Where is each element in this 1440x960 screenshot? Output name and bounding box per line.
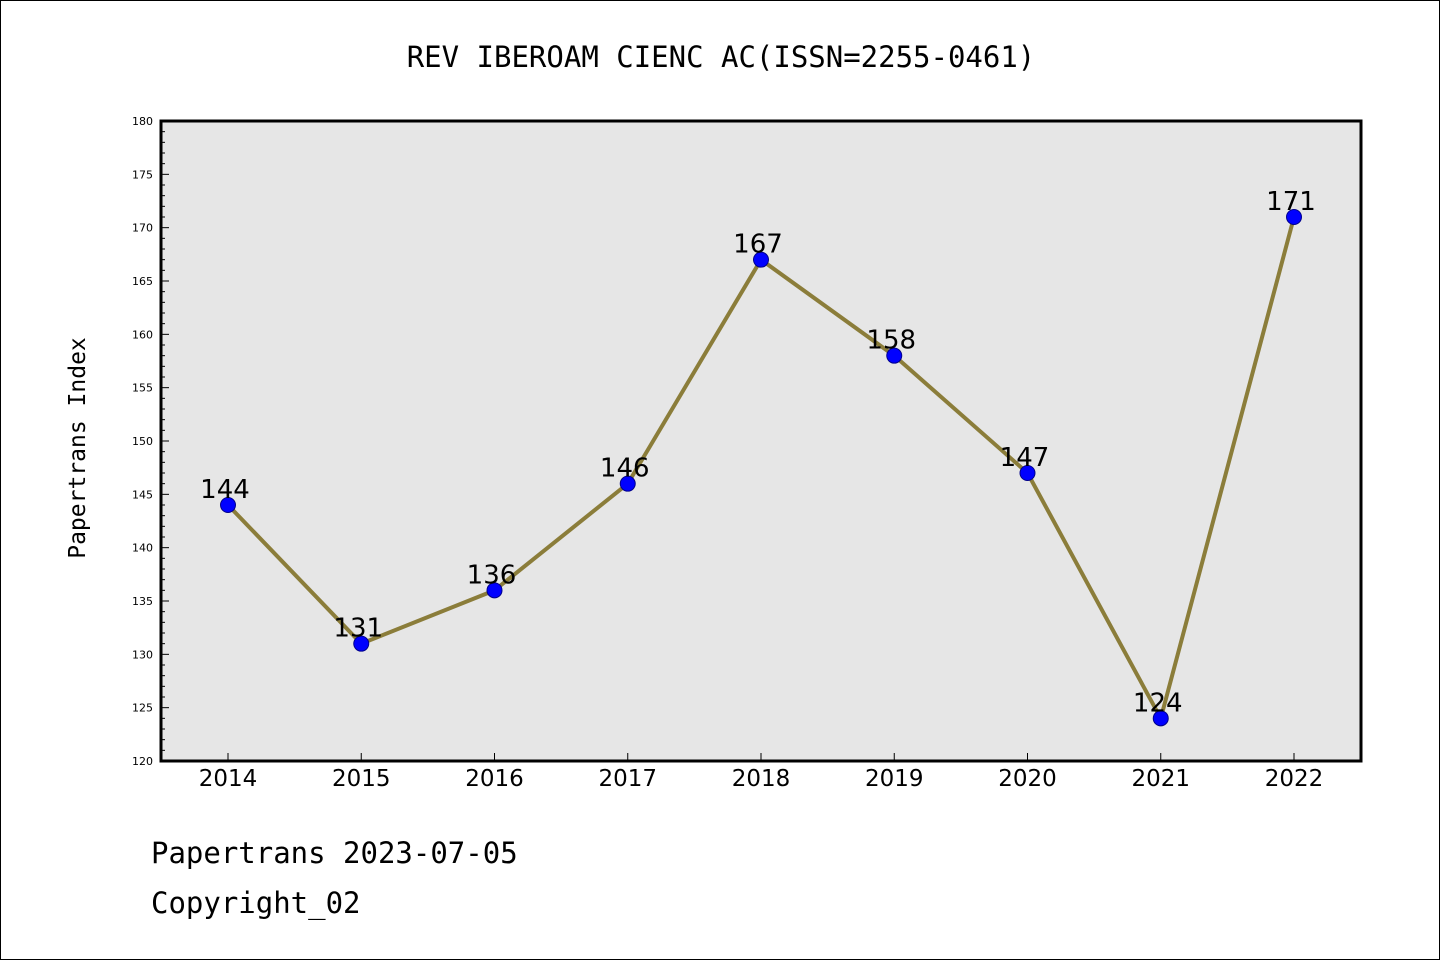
data-label-2021: 124 — [1133, 688, 1183, 718]
data-point-2019 — [886, 347, 903, 364]
data-point-2015 — [353, 635, 370, 652]
y-tick-label: 140 — [132, 542, 153, 555]
y-tick-label: 125 — [132, 702, 153, 715]
data-points — [220, 209, 1302, 727]
x-tick-label: 2022 — [1265, 766, 1324, 792]
y-tick-label: 150 — [132, 435, 153, 448]
data-label-2018: 167 — [733, 230, 783, 260]
y-axis-label: Papertrans Index — [65, 337, 91, 559]
y-axis: 120 125 130 135 140 145 150 155 160 165 170 175 180 — [132, 115, 169, 768]
x-tick-label: 2021 — [1131, 766, 1190, 792]
data-point-2018 — [753, 251, 769, 268]
y-tick-label: 175 — [132, 168, 153, 181]
data-point-2014 — [220, 497, 236, 513]
y-tick-label: 135 — [132, 595, 153, 608]
data-label-2014: 144 — [200, 475, 250, 505]
data-labels: 144 131 136 146 167 158 147 124 171 — [200, 187, 1316, 718]
footer-copyright-text: Copyright_02 — [151, 886, 361, 920]
data-label-2016: 136 — [467, 560, 517, 590]
x-axis: 2014 2015 2016 2017 2018 2019 2020 2021 2022 — [199, 753, 1324, 792]
data-point-2021 — [1152, 710, 1169, 727]
x-tick-label: 2016 — [465, 766, 524, 792]
x-tick-label: 2014 — [199, 766, 258, 792]
plot-area — [161, 121, 1361, 761]
x-tick-label: 2020 — [998, 766, 1057, 792]
x-tick-label: 2017 — [598, 766, 657, 792]
y-tick-label: 130 — [132, 648, 153, 661]
data-label-2019: 158 — [866, 326, 916, 356]
y-tick-label: 170 — [132, 222, 153, 235]
y-tick-label: 120 — [132, 755, 153, 768]
footer-date-text: Papertrans 2023-07-05 — [151, 836, 518, 870]
data-point-2016 — [486, 582, 503, 599]
x-tick-label: 2018 — [732, 766, 791, 792]
data-point-2017 — [619, 475, 636, 492]
plot-frame — [159, 119, 1363, 763]
data-label-2017: 146 — [600, 454, 650, 484]
y-tick-label: 145 — [132, 488, 153, 501]
data-label-2015: 131 — [333, 614, 383, 644]
y-tick-label: 160 — [132, 328, 153, 341]
x-tick-label: 2015 — [332, 766, 391, 792]
data-point-2022 — [1286, 209, 1302, 225]
data-label-2020: 147 — [1000, 443, 1050, 473]
data-label-2022: 171 — [1266, 187, 1316, 217]
y-tick-label: 165 — [132, 275, 153, 288]
data-point-2020 — [1019, 465, 1036, 481]
x-tick-label: 2019 — [865, 766, 924, 792]
y-tick-label: 155 — [132, 382, 153, 395]
y-tick-label: 180 — [132, 115, 153, 128]
chart-title: REV IBEROAM CIENC AC(ISSN=2255-0461) — [407, 40, 1036, 74]
